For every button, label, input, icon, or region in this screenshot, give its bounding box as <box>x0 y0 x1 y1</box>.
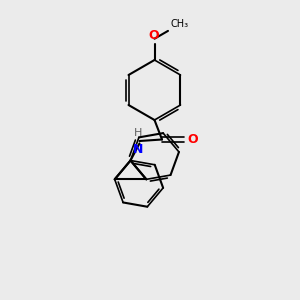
Text: O: O <box>187 133 198 146</box>
Text: CH₃: CH₃ <box>170 20 188 29</box>
Text: N: N <box>133 143 143 156</box>
Text: H: H <box>134 128 142 138</box>
Text: O: O <box>148 29 159 42</box>
